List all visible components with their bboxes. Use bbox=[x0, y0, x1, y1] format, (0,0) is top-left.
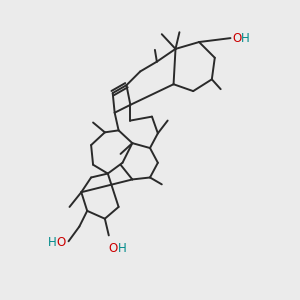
Text: O: O bbox=[57, 236, 66, 249]
Text: H: H bbox=[118, 242, 126, 255]
Text: H: H bbox=[48, 236, 57, 249]
Text: O: O bbox=[232, 32, 242, 45]
Text: H: H bbox=[241, 32, 250, 45]
Text: O: O bbox=[109, 242, 118, 255]
